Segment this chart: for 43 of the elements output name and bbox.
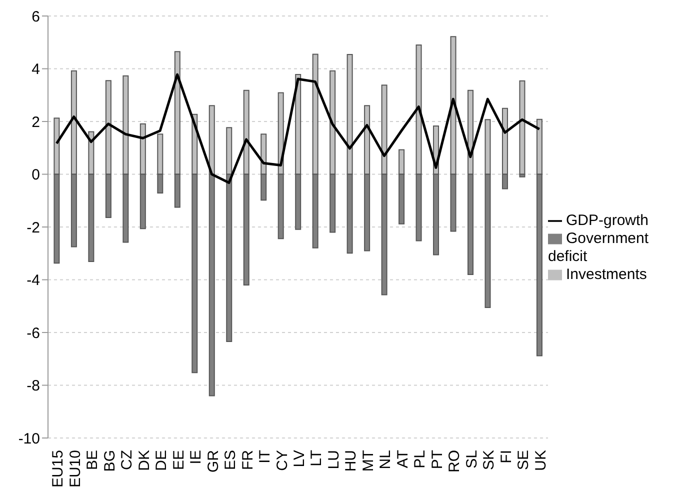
- line-series: [55, 73, 541, 184]
- x-tick-label: HU: [342, 450, 360, 472]
- legend-label: Government deficit: [548, 230, 649, 265]
- x-tick-label: IT: [256, 450, 274, 464]
- x-tick-label: SE: [515, 450, 532, 470]
- x-tick-label: LT: [308, 450, 326, 466]
- x-tick-label: CY: [274, 450, 291, 471]
- y-tick-label: -6: [26, 324, 40, 342]
- x-tick-label: GR: [204, 450, 222, 472]
- x-tick-label: UK: [532, 450, 550, 471]
- x-tick-label: BE: [84, 450, 102, 470]
- x-tick-label: EU15: [50, 450, 67, 488]
- x-tick-label: EU10: [66, 450, 84, 488]
- x-tick-label: SK: [480, 450, 498, 470]
- x-tick-label: DE: [153, 450, 170, 471]
- y-tick-label: -4: [26, 272, 40, 290]
- y-tick-label: 2: [32, 114, 40, 131]
- x-tick-label: EE: [170, 450, 188, 470]
- legend-label: Investments: [566, 266, 647, 283]
- x-tick-label: IE: [188, 450, 205, 464]
- x-tick-label: FR: [239, 450, 256, 470]
- x-tick-label: BG: [101, 450, 118, 472]
- y-tick-label: 0: [32, 166, 40, 184]
- x-tick-label: FI: [498, 450, 515, 464]
- y-tick-label: -10: [18, 430, 40, 448]
- legend-label: GDP-growth: [566, 212, 649, 229]
- x-tick-label: RO: [446, 450, 464, 472]
- x-tick-label: MT: [360, 450, 377, 472]
- x-tick-label: AT: [394, 450, 412, 468]
- y-tick-label: 6: [32, 8, 40, 26]
- y-tick-label: -8: [26, 378, 40, 395]
- y-tick-label: 4: [32, 61, 40, 78]
- x-tick-label: DK: [136, 450, 153, 471]
- y-tick-label: -2: [26, 219, 40, 236]
- x-tick-label: CZ: [118, 450, 136, 470]
- x-tick-label: PT: [428, 450, 446, 470]
- x-tick-label: ES: [222, 450, 240, 470]
- x-tick-label: LU: [325, 450, 342, 470]
- x-tick-label: PL: [412, 450, 429, 468]
- x-tick-label: NL: [377, 450, 394, 470]
- x-tick-label: LV: [291, 450, 308, 468]
- x-tick-label: SL: [463, 450, 480, 468]
- bar: [519, 80, 526, 175]
